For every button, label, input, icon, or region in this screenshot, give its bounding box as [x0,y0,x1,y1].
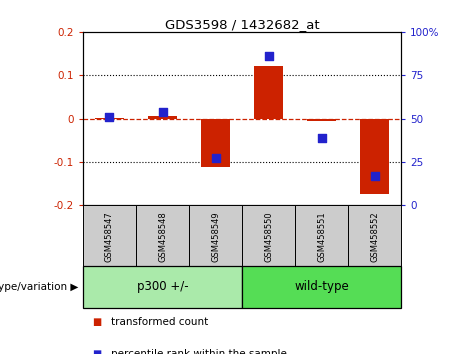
Text: percentile rank within the sample: percentile rank within the sample [111,349,287,354]
Bar [295,205,348,266]
Bar [360,119,389,194]
Point [371,173,378,179]
Text: GSM458550: GSM458550 [264,211,273,262]
Bar [348,205,401,266]
Point [159,109,166,114]
Text: genotype/variation ▶: genotype/variation ▶ [0,282,78,292]
Point [318,135,325,141]
Bar [148,116,177,119]
Text: GSM458547: GSM458547 [105,211,114,262]
Point [212,156,219,161]
Text: p300 +/-: p300 +/- [137,280,188,293]
Title: GDS3598 / 1432682_at: GDS3598 / 1432682_at [165,18,319,31]
Text: ■: ■ [92,317,101,327]
Bar [201,119,230,167]
Text: GSM458552: GSM458552 [370,211,379,262]
Bar [242,205,295,266]
Bar [83,266,242,308]
Point [106,114,113,120]
Text: GSM458549: GSM458549 [211,211,220,262]
Bar [136,205,189,266]
Bar [254,66,283,119]
Text: wild-type: wild-type [294,280,349,293]
Text: GSM458548: GSM458548 [158,211,167,262]
Text: transformed count: transformed count [111,317,208,327]
Bar [95,118,124,119]
Bar [189,205,242,266]
Bar [307,119,336,121]
Text: ■: ■ [92,349,101,354]
Text: GSM458551: GSM458551 [317,211,326,262]
Bar [242,266,401,308]
Bar [83,205,136,266]
Point [265,53,272,59]
